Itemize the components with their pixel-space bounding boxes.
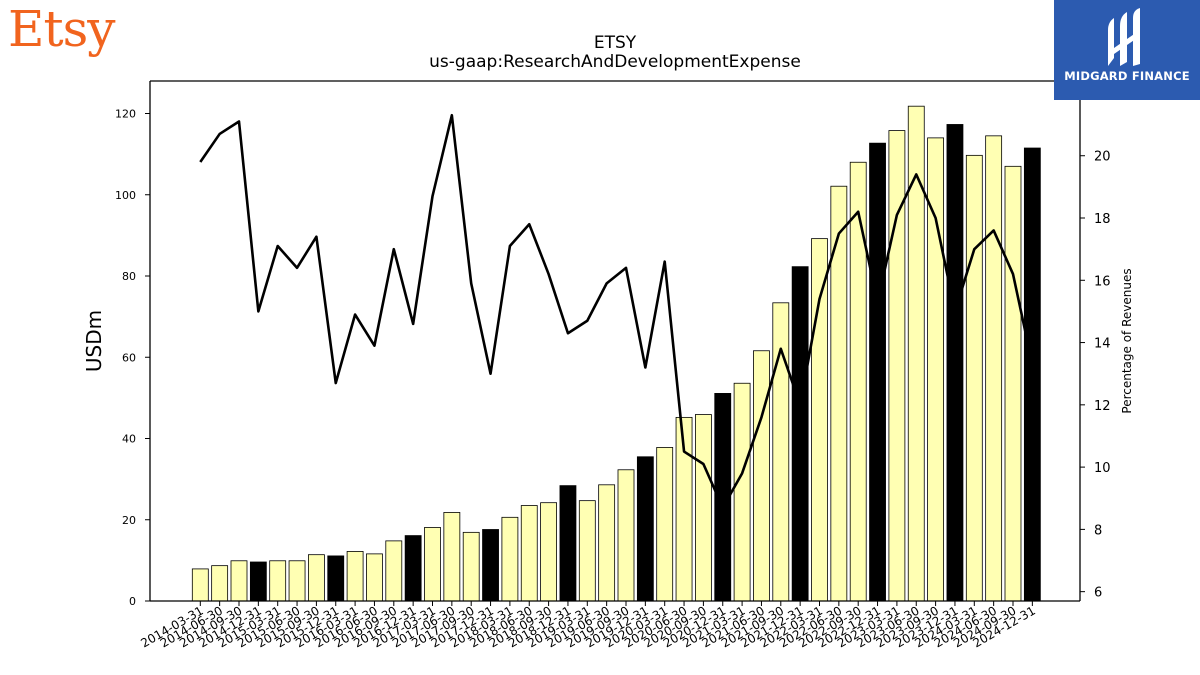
bar-2014-12-31 [249, 561, 267, 602]
bar-2021-12-31 [791, 266, 809, 602]
bar-2023-06-30 [907, 105, 925, 602]
bar-2021-06-30 [753, 350, 770, 602]
y-tick-label-20: 20 [122, 514, 136, 527]
chart-subtitle: us-gaap:ResearchAndDevelopmentExpense [429, 52, 801, 72]
bar-2020-03-31 [656, 447, 674, 602]
bar-2015-09-30 [307, 554, 325, 602]
bar-2018-09-30 [540, 502, 557, 602]
bar-2022-12-31 [869, 142, 886, 602]
y-tick-label-80: 80 [122, 270, 136, 283]
percentage-line [199, 113, 1034, 509]
midgard-finance-badge: MIDGARD FINANCE [1054, 0, 1200, 100]
bar-2017-12-31 [482, 529, 499, 602]
bar-2018-03-31 [501, 516, 519, 602]
y-axis-label: USDm [82, 310, 106, 372]
bar-2024-12-31 [1023, 147, 1041, 602]
y2-tick-label-14: 14 [1094, 337, 1111, 352]
bar-2022-03-31 [811, 238, 828, 602]
bar-2017-09-30 [462, 531, 480, 602]
y2-tick-label-10: 10 [1094, 461, 1111, 476]
bar-2024-09-30 [1004, 165, 1022, 602]
bar-2019-06-30 [598, 484, 616, 602]
y2-tick-label-6: 6 [1094, 586, 1102, 601]
bar-2018-06-30 [520, 505, 538, 602]
bar-2014-09-30 [230, 560, 248, 602]
y2-axis-label: Percentage of Revenues [1120, 268, 1134, 413]
bar-2015-12-31 [327, 555, 345, 602]
bar-2016-12-31 [404, 535, 422, 602]
y-tick-label-40: 40 [122, 433, 136, 446]
bar-2014-03-31 [191, 568, 209, 602]
midgard-finance-name: MIDGARD FINANCE [1064, 69, 1190, 83]
bar-2016-06-30 [366, 553, 383, 602]
bar-2016-03-31 [346, 551, 364, 602]
y-tick-label-60: 60 [122, 351, 136, 364]
y-tick-label-100: 100 [115, 189, 136, 202]
chart-title: ETSY [593, 33, 637, 53]
bar-2024-03-31 [965, 154, 983, 602]
y2-tick-label-16: 16 [1094, 274, 1111, 289]
y2-tick-label-18: 18 [1094, 212, 1111, 227]
bar-2019-12-31 [636, 456, 654, 602]
y2-tick-label-20: 20 [1094, 150, 1111, 165]
y2-tick-label-12: 12 [1094, 399, 1111, 414]
bar-2015-06-30 [288, 560, 306, 602]
midgard-logo-icon [1108, 8, 1140, 66]
bar-2019-09-30 [617, 469, 635, 602]
bar-2017-06-30 [443, 512, 461, 602]
bar-2016-09-30 [385, 540, 403, 602]
bar-2024-06-30 [985, 135, 1003, 602]
y-tick-label-0: 0 [129, 595, 136, 608]
bar-2021-03-31 [733, 382, 751, 602]
bar-2014-06-30 [211, 565, 229, 602]
bar-2015-03-31 [269, 560, 287, 602]
bar-2022-09-30 [849, 161, 867, 602]
bar-2023-12-31 [946, 124, 964, 602]
y2-tick-label-8: 8 [1094, 523, 1102, 538]
bar-2019-03-31 [578, 500, 596, 602]
etsy-logo: Etsy [8, 0, 115, 58]
bar-2017-03-31 [424, 527, 441, 602]
bar-2018-12-31 [559, 485, 577, 602]
bar-2020-09-30 [695, 414, 712, 602]
y-tick-label-120: 120 [115, 108, 136, 121]
